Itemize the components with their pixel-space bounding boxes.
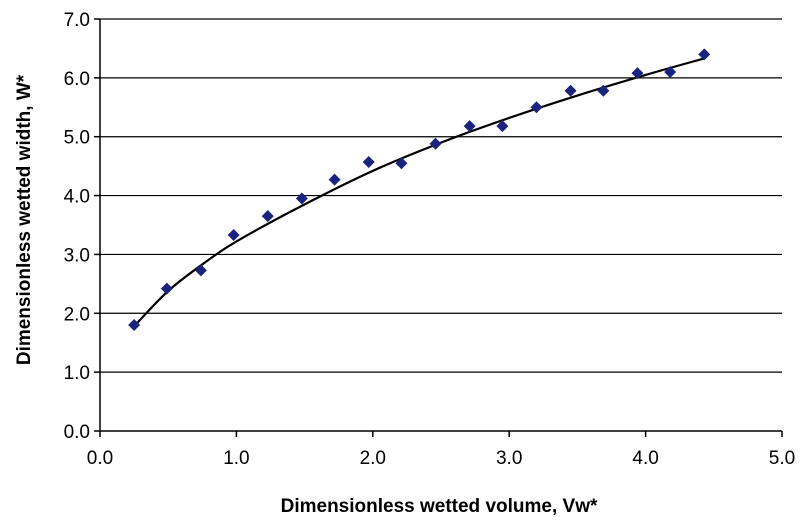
x-axis-title: Dimensionless wetted volume, Vw* [281, 496, 598, 517]
data-points [128, 48, 711, 332]
x-tick-label: 4.0 [632, 448, 658, 469]
y-tick-label: 0.0 [64, 422, 90, 443]
data-point [530, 101, 543, 114]
x-tick-label: 0.0 [87, 448, 113, 469]
y-tick-label: 5.0 [64, 128, 90, 149]
data-point [631, 67, 644, 80]
trendline [133, 57, 705, 327]
data-point [463, 120, 476, 133]
data-point [698, 48, 711, 61]
x-tick-label: 1.0 [223, 448, 249, 469]
tick-labels: 0.0 1.0 2.0 3.0 4.0 5.0 6.0 7.0 0.0 1.0 2.0 3.0 4.0 5… [64, 10, 796, 469]
data-point [194, 264, 207, 277]
data-point [128, 319, 141, 332]
y-tick-label: 7.0 [64, 10, 90, 31]
data-point [261, 210, 274, 223]
data-point [227, 229, 240, 242]
y-axis-title: Dimensionless wetted width, W* [14, 74, 35, 365]
data-point [496, 120, 509, 133]
y-tick-label: 3.0 [64, 245, 90, 266]
trendline-layer [133, 57, 705, 327]
data-point [597, 84, 610, 97]
y-tick-label: 1.0 [64, 363, 90, 384]
data-point [429, 137, 442, 150]
x-tick-label: 3.0 [496, 448, 522, 469]
y-tick-label: 6.0 [64, 69, 90, 90]
gridlines [100, 18, 782, 373]
data-point [295, 192, 308, 205]
data-point [362, 156, 375, 169]
data-point [395, 157, 408, 170]
y-tick-label: 2.0 [64, 304, 90, 325]
data-point [160, 282, 173, 295]
axes [94, 18, 783, 437]
x-tick-label: 2.0 [360, 448, 386, 469]
data-point [564, 84, 577, 97]
data-point [328, 173, 341, 186]
y-tick-label: 4.0 [64, 187, 90, 208]
x-tick-label: 5.0 [769, 448, 795, 469]
data-point [664, 65, 677, 78]
